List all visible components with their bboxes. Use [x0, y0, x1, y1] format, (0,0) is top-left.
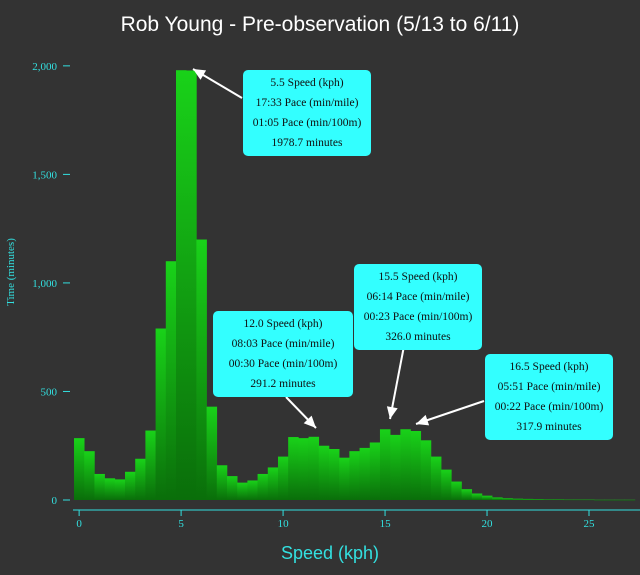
y-tick-label: 2,000: [32, 61, 57, 73]
histogram-bar: [614, 499, 626, 501]
histogram-bar: [125, 471, 136, 500]
histogram-bar: [481, 495, 493, 500]
histogram-bar: [216, 465, 228, 500]
annotation-line: 1978.7 minutes: [271, 137, 343, 149]
histogram-bar: [277, 456, 289, 500]
histogram-bar: [165, 261, 177, 500]
histogram-bar: [379, 429, 391, 500]
histogram-bar: [502, 498, 513, 500]
x-axis-ticks: 0 5 10 15 20 25: [73, 509, 640, 530]
annotation-arrowhead: [416, 414, 430, 426]
histogram-bar: [339, 457, 350, 500]
annotation-callout: 5.5 Speed (kph) 17:33 Pace (min/mile) 01:0…: [243, 70, 371, 156]
bar-series: [74, 70, 636, 501]
annotation-line: 17:33 Pace (min/mile): [255, 97, 359, 109]
histogram-bar: [441, 469, 452, 500]
histogram-bar: [461, 489, 473, 500]
histogram-bar: [318, 445, 330, 500]
histogram-bar: [267, 467, 279, 500]
histogram-bar: [308, 436, 320, 500]
histogram-bar: [186, 70, 197, 500]
histogram-bar: [532, 499, 544, 500]
histogram-bar: [420, 440, 432, 500]
x-axis-label: Speed (kph): [281, 543, 379, 563]
histogram-bar: [135, 458, 146, 500]
y-axis-ticks: 0 500 1,000 1,500 2,000: [32, 61, 70, 507]
histogram-bar: [298, 438, 309, 500]
histogram-bar: [226, 476, 238, 500]
x-tick-label: 15: [380, 518, 392, 530]
histogram-bar: [257, 473, 269, 500]
annotation-arrows: [192, 68, 485, 429]
y-tick-label: 500: [41, 387, 58, 399]
annotation-callout: 12.0 Speed (kph) 08:03 Pace (min/mile) 00:…: [213, 311, 353, 397]
histogram-bar: [410, 430, 422, 500]
histogram-bar: [430, 456, 442, 500]
x-tick-label: 0: [76, 518, 82, 530]
histogram-bar: [84, 451, 95, 500]
annotation-line: 317.9 minutes: [516, 421, 582, 433]
histogram-bar: [543, 499, 554, 500]
histogram-bar: [145, 430, 156, 500]
histogram-bar: [492, 497, 503, 500]
histogram-bar: [328, 448, 340, 500]
x-tick-label: 20: [482, 518, 494, 530]
histogram-bar: [114, 479, 126, 500]
histogram-bar: [573, 499, 585, 501]
annotation-line: 16.5 Speed (kph): [509, 361, 589, 373]
annotation-line: 326.0 minutes: [385, 331, 451, 343]
y-axis-label: Time (minutes): [5, 238, 17, 306]
histogram-bar: [349, 451, 360, 500]
histogram-bar: [390, 434, 401, 500]
chart-title: Rob Young - Pre-observation (5/13 to 6/1…: [121, 13, 520, 36]
histogram-bar: [206, 406, 218, 500]
annotation-callout: 16.5 Speed (kph) 05:51 Pace (min/mile) 00:…: [485, 354, 613, 440]
histogram-bar: [471, 493, 483, 500]
annotation-line: 00:30 Pace (min/100m): [228, 358, 338, 370]
annotation-arrowhead: [303, 415, 316, 428]
histogram-bar: [104, 478, 116, 500]
annotation-callout: 15.5 Speed (kph) 06:14 Pace (min/mile) 00:…: [354, 264, 482, 350]
histogram-bar: [400, 429, 411, 500]
histogram-bar: [451, 481, 462, 500]
histogram-bar: [74, 438, 85, 500]
annotation-line: 08:03 Pace (min/mile): [231, 338, 335, 350]
annotation-arrow: [389, 345, 405, 420]
annotation-line: 5.5 Speed (kph): [270, 77, 344, 89]
annotation-line: 12.0 Speed (kph): [243, 318, 323, 330]
histogram-bar: [94, 473, 105, 500]
histogram-bar: [369, 442, 381, 500]
annotation-line: 01:05 Pace (min/100m): [252, 117, 362, 129]
histogram-bar: [512, 498, 524, 500]
histogram-bar: [247, 480, 258, 500]
annotation-line: 15.5 Speed (kph): [378, 271, 458, 283]
histogram-bar: [155, 328, 167, 500]
histogram-bar: [237, 482, 248, 500]
histogram-bar: [176, 70, 187, 500]
histogram-bar: [563, 499, 575, 501]
annotation-line: 291.2 minutes: [250, 378, 316, 390]
annotation-line: 05:51 Pace (min/mile): [497, 381, 601, 393]
histogram-bar: [624, 499, 636, 501]
histogram-bar: [604, 499, 615, 501]
y-tick-label: 1,500: [32, 169, 57, 181]
y-tick-label: 0: [52, 495, 58, 507]
annotation-line: 00:22 Pace (min/100m): [494, 401, 604, 413]
histogram-bar: [196, 239, 207, 500]
histogram-bar: [359, 447, 371, 500]
annotation-arrowhead: [193, 69, 207, 80]
annotation-line: 00:23 Pace (min/100m): [363, 311, 473, 323]
y-tick-label: 1,000: [32, 278, 57, 290]
histogram-bar: [583, 499, 595, 501]
histogram-bar: [522, 498, 534, 500]
x-tick-label: 10: [278, 518, 290, 530]
x-tick-label: 25: [584, 518, 596, 530]
histogram-bar: [288, 437, 299, 500]
annotation-arrowhead: [386, 406, 398, 419]
histogram-bar: [594, 499, 605, 501]
histogram-bar: [553, 499, 564, 500]
annotation-line: 06:14 Pace (min/mile): [366, 291, 470, 303]
x-tick-label: 5: [178, 518, 184, 530]
